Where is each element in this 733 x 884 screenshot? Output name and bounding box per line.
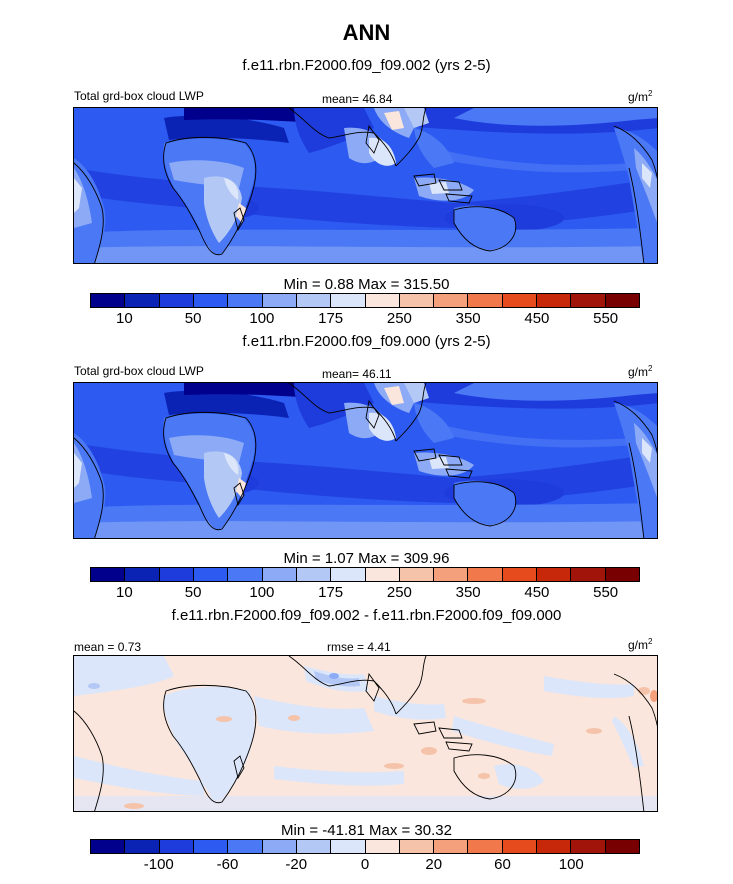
colorbar-tick-label: 250 <box>386 584 412 601</box>
colorbar-tick-label: -100 <box>143 856 174 873</box>
colorbar-swatch <box>468 568 503 581</box>
colorbar-swatch <box>537 568 572 581</box>
colorbar-tick-label: 175 <box>318 310 344 327</box>
colorbar-swatch <box>331 568 366 581</box>
panel-2-units: g/m2 <box>628 364 653 379</box>
colorbar-tick-label: 10 <box>116 584 133 601</box>
colorbar-swatch <box>399 568 435 581</box>
colorbar-swatch <box>296 840 332 853</box>
colorbar-swatch <box>193 840 229 853</box>
panel-3-rmse-label: rmse = 4.41 <box>327 640 391 654</box>
colorbar-swatch <box>331 294 366 307</box>
colorbar-tick-label: 100 <box>249 584 275 601</box>
map-2-svg <box>74 383 657 538</box>
map-1-svg <box>74 108 657 263</box>
colorbar-swatch <box>159 568 194 581</box>
panel-2-minmax: Min = 1.07 Max = 309.96 <box>283 550 450 567</box>
panel-2-left-label: Total grd-box cloud LWP <box>74 364 204 378</box>
panel-2-mean-label: mean= 46.11 <box>322 367 392 381</box>
colorbar-swatch <box>468 840 503 853</box>
colorbar-tick-label: 100 <box>558 856 584 873</box>
colorbar-swatch <box>537 840 572 853</box>
map-3-svg <box>74 656 657 811</box>
colorbar-swatch <box>228 568 263 581</box>
colorbar-swatch <box>434 568 469 581</box>
map-panel-3 <box>73 655 658 812</box>
colorbar-swatch <box>365 840 400 853</box>
colorbar-swatch <box>159 840 194 853</box>
colorbar-swatch <box>605 294 639 307</box>
colorbar-tick-label: 550 <box>593 310 619 327</box>
colorbar-swatch <box>502 294 538 307</box>
colorbar-swatch <box>605 568 639 581</box>
colorbar-swatch <box>91 568 126 581</box>
colorbar-tick-label: 175 <box>318 584 344 601</box>
colorbar-tick-label: 50 <box>184 310 202 327</box>
case-title-1: f.e11.rbn.F2000.f09_f09.002 (yrs 2-5) <box>242 57 491 74</box>
colorbar-swatch <box>91 294 126 307</box>
case-title-3: f.e11.rbn.F2000.f09_f09.002 - f.e11.rbn.… <box>171 607 562 624</box>
colorbar-swatch <box>399 840 435 853</box>
colorbar-swatch <box>193 568 229 581</box>
colorbar-swatch <box>365 568 400 581</box>
colorbar-swatch <box>537 294 572 307</box>
colorbar-swatch <box>296 568 332 581</box>
colorbar-tick-label: 350 <box>455 310 481 327</box>
panel-3-minmax: Min = -41.81 Max = 30.32 <box>281 822 452 839</box>
colorbar-tick-label: 100 <box>249 310 275 327</box>
colorbar-swatch <box>502 568 538 581</box>
colorbar-tick-label: -20 <box>285 856 308 873</box>
colorbar-swatch <box>365 294 400 307</box>
figure-title: ANN <box>342 20 391 45</box>
colorbar-1 <box>90 293 640 308</box>
colorbar-swatch <box>262 840 297 853</box>
colorbar-swatch <box>571 568 606 581</box>
panel-3-units: g/m2 <box>628 637 653 652</box>
colorbar-swatch <box>125 294 160 307</box>
colorbar-1-ticks: 10 50 100 175 250 350 450 550 <box>90 310 640 328</box>
colorbar-tick-label: 50 <box>184 584 202 601</box>
colorbar-tick-label: 60 <box>494 856 511 873</box>
colorbar-swatch <box>262 294 297 307</box>
map-panel-2 <box>73 382 658 539</box>
panel-3-mean-label: mean = 0.73 <box>74 640 142 654</box>
case-title-2: f.e11.rbn.F2000.f09_f09.000 (yrs 2-5) <box>242 333 491 350</box>
colorbar-3 <box>90 839 640 854</box>
colorbar-tick-label: 550 <box>593 584 619 601</box>
colorbar-swatch <box>228 294 263 307</box>
colorbar-3-ticks: -100 -60 -20 0 20 60 100 <box>90 856 640 874</box>
colorbar-2 <box>90 567 640 582</box>
colorbar-tick-label: 20 <box>425 856 443 873</box>
colorbar-tick-label: 0 <box>360 856 370 873</box>
colorbar-swatch <box>125 568 160 581</box>
colorbar-tick-label: 350 <box>455 584 481 601</box>
colorbar-swatch <box>605 840 639 853</box>
colorbar-swatch <box>571 294 606 307</box>
colorbar-swatch <box>159 294 194 307</box>
colorbar-swatch <box>434 840 469 853</box>
panel-1-units: g/m2 <box>628 89 653 104</box>
colorbar-swatch <box>434 294 469 307</box>
colorbar-swatch <box>296 294 332 307</box>
panel-1-minmax: Min = 0.88 Max = 315.50 <box>283 276 450 293</box>
colorbar-swatch <box>502 840 538 853</box>
colorbar-swatch <box>399 294 435 307</box>
map-panel-1 <box>73 107 658 264</box>
panel-1-left-label: Total grd-box cloud LWP <box>74 89 204 103</box>
colorbar-tick-label: 450 <box>524 584 550 601</box>
colorbar-tick-label: 10 <box>116 310 133 327</box>
colorbar-tick-label: 250 <box>386 310 412 327</box>
colorbar-swatch <box>571 840 606 853</box>
colorbar-swatch <box>468 294 503 307</box>
colorbar-swatch <box>331 840 366 853</box>
panel-1-mean-label: mean= 46.84 <box>322 92 393 106</box>
colorbar-swatch <box>193 294 229 307</box>
colorbar-tick-label: 450 <box>524 310 550 327</box>
colorbar-swatch <box>91 840 126 853</box>
colorbar-swatch <box>125 840 160 853</box>
colorbar-swatch <box>262 568 297 581</box>
colorbar-tick-label: -60 <box>216 856 239 873</box>
colorbar-2-ticks: 10 50 100 175 250 350 450 550 <box>90 584 640 602</box>
colorbar-swatch <box>228 840 263 853</box>
